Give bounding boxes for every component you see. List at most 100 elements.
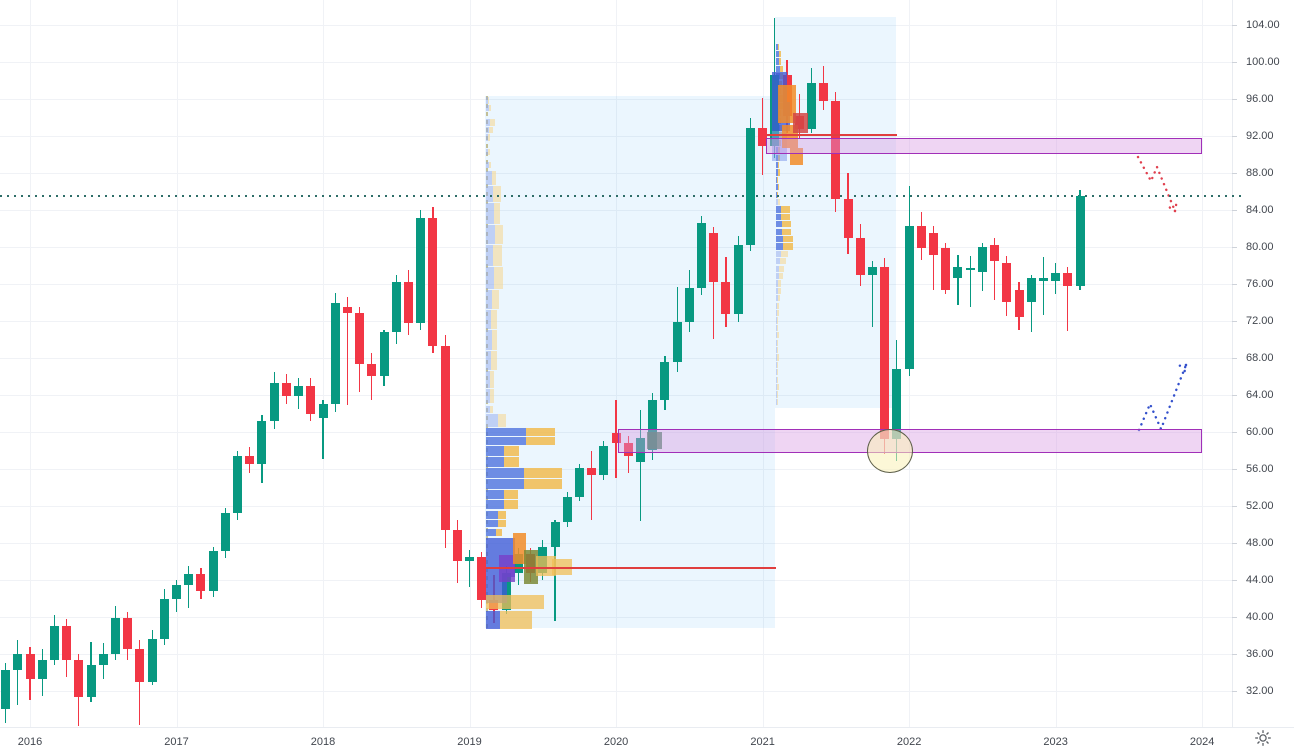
volume-profile-row-sell [496, 529, 502, 536]
grid-line-vertical [176, 0, 178, 727]
order-block-box-green[interactable] [647, 432, 662, 449]
y-axis-label: 32.00 [1246, 685, 1274, 697]
volume-profile-row-sell [780, 65, 783, 73]
candle-body [953, 267, 963, 279]
last-price-dotted-line [0, 195, 1245, 198]
price-scale-settings-gear-icon[interactable] [1254, 729, 1272, 747]
supply-zone-upper[interactable] [766, 137, 1202, 155]
y-axis-label: 60.00 [1246, 426, 1274, 438]
candle-body [379, 332, 389, 377]
x-axis-label: 2021 [750, 736, 775, 748]
grid-line-vertical [1055, 0, 1057, 727]
y-axis-tick [1232, 247, 1237, 248]
volume-profile-row-buy [486, 309, 491, 330]
volume-profile-row-sell [494, 267, 503, 289]
candle-body [172, 584, 182, 599]
chart-plot-area[interactable] [0, 0, 1232, 727]
grid-line-vertical [323, 0, 325, 727]
volume-profile-row-buy [486, 119, 490, 126]
order-block-box-orange[interactable] [790, 148, 803, 165]
order-block-box-yellow[interactable] [536, 555, 556, 577]
volume-profile-row-sell [783, 243, 793, 250]
volume-profile-row-buy [776, 235, 783, 243]
volume-profile-row-sell [778, 287, 781, 295]
candle-body [733, 245, 743, 314]
volume-profile-row-sell [777, 176, 778, 184]
volume-profile-row-buy [776, 324, 777, 332]
candle-body [135, 649, 145, 682]
volume-profile-row-sell [778, 43, 779, 50]
candle-body [990, 245, 1000, 261]
grid-line-horizontal [0, 543, 1232, 544]
candle-body [819, 83, 829, 101]
candle-wick [139, 640, 141, 726]
grid-line-vertical [762, 0, 764, 727]
candle-body [550, 521, 560, 547]
volume-profile-row-sell [777, 324, 778, 332]
grid-line-vertical [30, 0, 31, 727]
grid-line-vertical [1202, 0, 1204, 727]
candle-wick [1042, 257, 1045, 315]
highlight-circle[interactable] [867, 429, 913, 474]
candle-body [330, 303, 340, 405]
volume-profile-row-buy [776, 161, 778, 169]
volume-profile-row-buy [486, 97, 488, 104]
grid-line-horizontal [0, 284, 1232, 285]
volume-profile-row-buy [486, 126, 489, 134]
y-axis-label: 96.00 [1246, 93, 1274, 105]
grid-line-horizontal [0, 506, 1232, 507]
volume-profile-row-buy [776, 250, 781, 258]
volume-profile-row-buy [776, 317, 777, 324]
order-block-box-orange[interactable] [513, 532, 526, 565]
candle-wick [17, 640, 19, 705]
x-axis-label: 2018 [310, 736, 336, 748]
candle-body [123, 617, 133, 650]
candle-body [257, 420, 267, 465]
grid-line-horizontal [0, 691, 1232, 692]
volume-profile-row-sell [526, 428, 555, 436]
volume-profile-row-sell [488, 97, 489, 104]
candle-wick [322, 399, 324, 459]
y-axis-tick [1232, 321, 1237, 322]
candle-wick [1030, 274, 1032, 333]
red-horizontal-ray-upper[interactable] [767, 133, 897, 136]
candle-body [147, 639, 157, 682]
y-axis-label: 56.00 [1246, 463, 1274, 475]
candle-body [867, 267, 877, 275]
candle-wick [346, 296, 349, 406]
volume-profile-row-buy [486, 350, 491, 370]
volume-profile-row-buy [776, 65, 780, 73]
x-axis-label: 2017 [164, 736, 189, 748]
grid-line-horizontal [0, 62, 1232, 63]
candle-body [636, 438, 645, 462]
order-block-box-blue[interactable] [486, 610, 500, 630]
volume-profile-row-buy [486, 245, 493, 267]
volume-profile-row-sell [493, 185, 501, 202]
red-horizontal-ray-lower[interactable] [486, 566, 776, 569]
y-axis-label: 80.00 [1246, 241, 1274, 253]
volume-profile-row-buy [486, 389, 490, 404]
volume-profile-row-buy [776, 383, 777, 391]
candle-body [965, 268, 975, 271]
candle-body [86, 665, 96, 698]
candle-body [404, 282, 413, 323]
volume-profile-row-buy [486, 436, 526, 445]
candle-body [245, 456, 255, 465]
volume-profile-row-sell [777, 398, 778, 406]
candle-wick [871, 260, 874, 327]
order-block-box-yellow[interactable] [486, 594, 544, 609]
volume-profile-row-buy [486, 171, 492, 185]
volume-profile-row-sell [779, 50, 781, 58]
order-block-box-yellow[interactable] [500, 610, 532, 630]
candle-body [25, 654, 35, 679]
volume-profile-row-sell [778, 280, 781, 287]
volume-profile-row-buy [776, 43, 778, 50]
order-block-box-orange[interactable] [778, 85, 796, 124]
candle-body [806, 83, 816, 129]
volume-profile-row-sell [777, 346, 778, 354]
volume-profile-row-sell [781, 250, 788, 258]
candle-body [916, 225, 926, 248]
candle-body [611, 432, 621, 444]
order-block-box-red[interactable] [793, 112, 808, 134]
